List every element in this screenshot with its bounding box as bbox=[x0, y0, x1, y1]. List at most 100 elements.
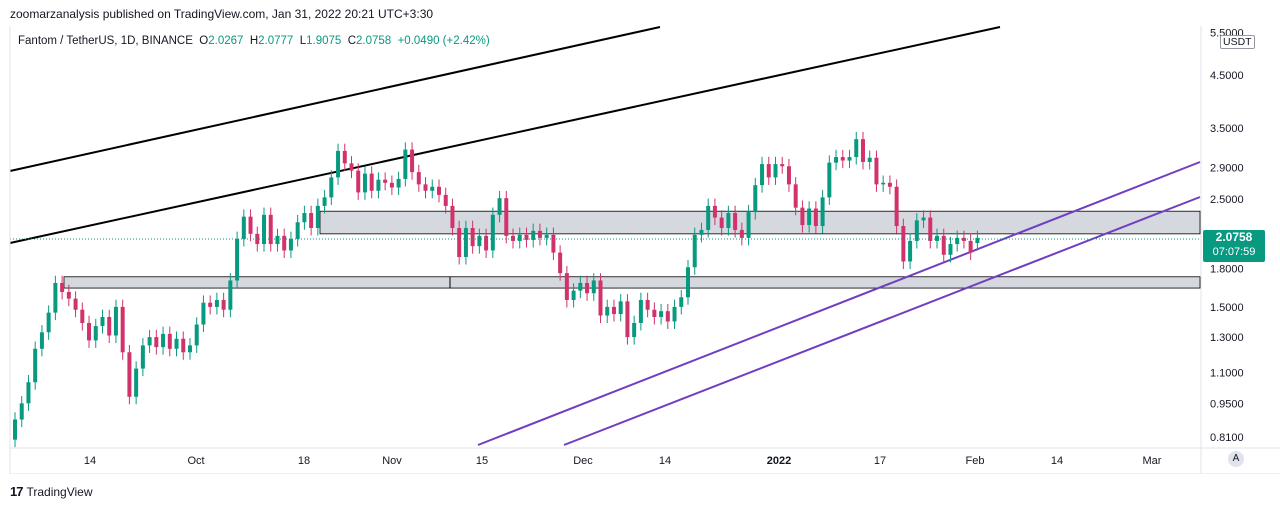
symbol-legend[interactable]: Fantom / TetherUS, 1D, BINANCE O2.0267 H… bbox=[18, 35, 490, 47]
legend-high-label: H bbox=[249, 35, 259, 47]
candle-22 bbox=[161, 326, 166, 355]
candle-body bbox=[874, 157, 879, 185]
candle-body bbox=[914, 220, 919, 241]
candle-121 bbox=[827, 155, 832, 205]
price-chart[interactable]: 5.50004.50003.50002.90002.50001.80001.50… bbox=[0, 26, 1280, 475]
candle-body bbox=[396, 178, 401, 188]
candle-body bbox=[807, 208, 812, 226]
candle-body bbox=[585, 282, 590, 294]
candle-body bbox=[356, 170, 361, 193]
candle-15 bbox=[113, 299, 118, 344]
footer-brand: TradingView bbox=[26, 484, 93, 499]
candle-body bbox=[450, 205, 455, 228]
candle-body bbox=[726, 213, 731, 228]
candle-body bbox=[100, 316, 105, 327]
candle-140 bbox=[955, 230, 960, 252]
candle-body bbox=[652, 309, 657, 317]
candle-body bbox=[544, 234, 549, 238]
candle-94 bbox=[645, 292, 650, 318]
time-tick-8: 17 bbox=[874, 455, 886, 467]
candle-81 bbox=[558, 245, 563, 281]
candle-31 bbox=[221, 292, 226, 318]
candle-body bbox=[733, 213, 738, 230]
candle-16 bbox=[120, 299, 125, 360]
candle-body bbox=[820, 197, 825, 227]
candle-74 bbox=[511, 228, 516, 249]
candle-99 bbox=[679, 290, 684, 315]
candle-body bbox=[578, 282, 583, 291]
candle-body bbox=[154, 337, 159, 348]
candle-30 bbox=[214, 292, 219, 315]
price-axis: 5.50004.50003.50002.90002.50001.80001.50… bbox=[1210, 28, 1244, 444]
candle-136 bbox=[928, 210, 933, 249]
candle-body bbox=[248, 216, 253, 234]
candle-51 bbox=[356, 163, 361, 200]
legend-close-label: C bbox=[347, 35, 357, 47]
candle-body bbox=[93, 326, 98, 341]
candle-107 bbox=[733, 205, 738, 238]
candle-body bbox=[194, 324, 199, 346]
candle-body bbox=[860, 139, 865, 162]
candle-body bbox=[416, 172, 421, 185]
last-price-value: 2.0758 bbox=[1215, 230, 1253, 244]
candle-body bbox=[564, 273, 569, 300]
legend-low-label: L bbox=[299, 35, 307, 47]
candle-body bbox=[403, 149, 408, 179]
candle-78 bbox=[537, 223, 542, 246]
candle-body bbox=[282, 235, 287, 251]
candle-85 bbox=[585, 275, 590, 301]
candle-135 bbox=[921, 210, 926, 228]
candle-body bbox=[948, 244, 953, 255]
candle-139 bbox=[948, 236, 953, 263]
candle-70 bbox=[484, 228, 489, 258]
price-tick-6: 1.5000 bbox=[1210, 302, 1244, 314]
candle-body bbox=[605, 306, 610, 316]
candle-55 bbox=[383, 172, 388, 191]
currency-selector[interactable]: USDT bbox=[1220, 35, 1255, 49]
candle-84 bbox=[578, 275, 583, 299]
candle-body bbox=[625, 301, 630, 338]
candle-42 bbox=[295, 214, 300, 247]
candle-105 bbox=[719, 210, 724, 236]
candle-40 bbox=[282, 228, 287, 258]
candle-body bbox=[107, 316, 112, 336]
candle-body bbox=[511, 235, 516, 241]
candle-body bbox=[497, 198, 502, 215]
auto-scale-button[interactable]: A bbox=[1228, 451, 1244, 467]
candle-124 bbox=[847, 149, 852, 169]
candle-body bbox=[134, 368, 139, 397]
price-tick-4: 2.5000 bbox=[1210, 194, 1244, 206]
candle-103 bbox=[706, 198, 711, 238]
candle-body bbox=[490, 214, 495, 251]
candle-body bbox=[921, 217, 926, 221]
candle-body bbox=[840, 157, 845, 161]
candle-138 bbox=[941, 228, 946, 263]
candle-5 bbox=[46, 305, 51, 340]
candle-body bbox=[961, 237, 966, 241]
candle-body bbox=[430, 186, 435, 191]
candle-body bbox=[793, 184, 798, 208]
candle-body bbox=[87, 322, 92, 341]
candle-113 bbox=[773, 156, 778, 185]
candle-82 bbox=[564, 265, 569, 308]
candle-body bbox=[645, 299, 650, 310]
candle-body bbox=[800, 207, 805, 226]
candle-49 bbox=[342, 143, 347, 171]
time-tick-4: 15 bbox=[476, 455, 488, 467]
chart-frame[interactable]: 5.5000 4.5000 3.5000 2.9000 2.5000 1.8000 1.50… bbox=[0, 26, 1280, 475]
price-tick-10: 0.8100 bbox=[1210, 432, 1244, 444]
candle-body bbox=[928, 217, 933, 241]
candle-7 bbox=[60, 275, 65, 300]
candle-80 bbox=[551, 227, 556, 261]
candle-2 bbox=[26, 374, 31, 411]
candle-110 bbox=[753, 177, 758, 220]
candle-3 bbox=[33, 341, 38, 390]
candle-1 bbox=[19, 396, 24, 428]
candle-132 bbox=[901, 218, 906, 270]
candle-body bbox=[329, 177, 334, 198]
candle-body bbox=[147, 337, 152, 346]
candle-17 bbox=[127, 344, 132, 405]
price-tick-3: 2.9000 bbox=[1210, 163, 1244, 175]
candle-body bbox=[167, 333, 172, 349]
candle-12 bbox=[93, 318, 98, 348]
